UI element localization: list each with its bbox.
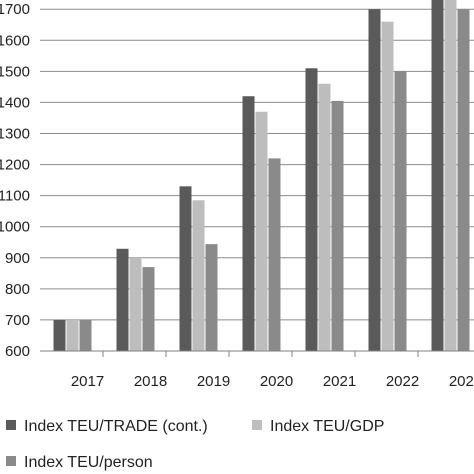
bar-2017-series-2	[66, 319, 79, 351]
x-axis-tick-labels: 2017 2018 2019 2020 2021 2022 2023	[71, 351, 474, 390]
y-tick-label: 1700	[0, 1, 30, 18]
legend-swatch-1	[6, 420, 16, 430]
bar-2017-series-1	[53, 319, 66, 351]
y-tick-label: 1400	[0, 94, 30, 111]
x-tick-label: 2017	[71, 373, 104, 390]
legend-label-2: Index TEU/GDP	[270, 418, 384, 435]
y-tick-label: 1300	[0, 126, 30, 143]
bar-2023-series-3	[457, 9, 470, 351]
bar-2021-series-3	[331, 100, 344, 351]
bar-2023-series-1	[431, 0, 444, 352]
legend-label-1: Index TEU/TRADE (cont.)	[24, 418, 208, 435]
bar-2022-series-2	[381, 21, 394, 352]
bar-2019-series-1	[179, 186, 192, 351]
y-tick-label: 900	[5, 250, 30, 267]
x-tick-label: 2021	[323, 373, 356, 390]
x-tick-label: 2018	[134, 373, 167, 390]
bar-2020-series-1	[242, 96, 255, 351]
y-tick-label: 1600	[0, 32, 30, 49]
bar-2023-series-2	[444, 0, 457, 351]
bar-2019-series-2	[192, 200, 205, 351]
bar-2022-series-3	[394, 71, 407, 351]
bars	[53, 0, 470, 352]
y-tick-label: 600	[5, 343, 30, 360]
y-tick-label: 800	[5, 281, 30, 298]
bar-2022-series-1	[368, 9, 381, 351]
y-axis-tick-labels: 600 700 800 900 1000 1100 1200 1300 1400 1500 1600…	[0, 1, 30, 360]
bar-2019-series-3	[205, 244, 218, 351]
legend: Index TEU/TRADE (cont.) Index TEU/GDP Inde…	[6, 418, 384, 471]
bar-2021-series-1	[305, 68, 318, 351]
bar-2021-series-2	[318, 83, 331, 352]
bar-2020-series-2	[255, 111, 268, 351]
y-tick-label: 1200	[0, 157, 30, 174]
x-tick-label: 2019	[197, 373, 230, 390]
y-tick-label: 1000	[0, 219, 30, 236]
bar-2018-series-2	[129, 257, 142, 351]
bar-2017-series-3	[79, 319, 92, 351]
bar-2018-series-1	[116, 248, 129, 351]
legend-label-3: Index TEU/person	[24, 454, 153, 471]
x-tick-label: 2020	[260, 373, 293, 390]
legend-swatch-2	[252, 420, 262, 430]
legend-swatch-3	[6, 456, 16, 466]
bar-2018-series-3	[142, 267, 155, 351]
y-tick-label: 1100	[0, 188, 30, 205]
x-tick-label: 2022	[386, 373, 419, 390]
y-tick-label: 1500	[0, 63, 30, 80]
x-tick-label: 2023	[449, 373, 474, 390]
bar-2020-series-3	[268, 158, 281, 351]
y-tick-label: 700	[5, 312, 30, 329]
